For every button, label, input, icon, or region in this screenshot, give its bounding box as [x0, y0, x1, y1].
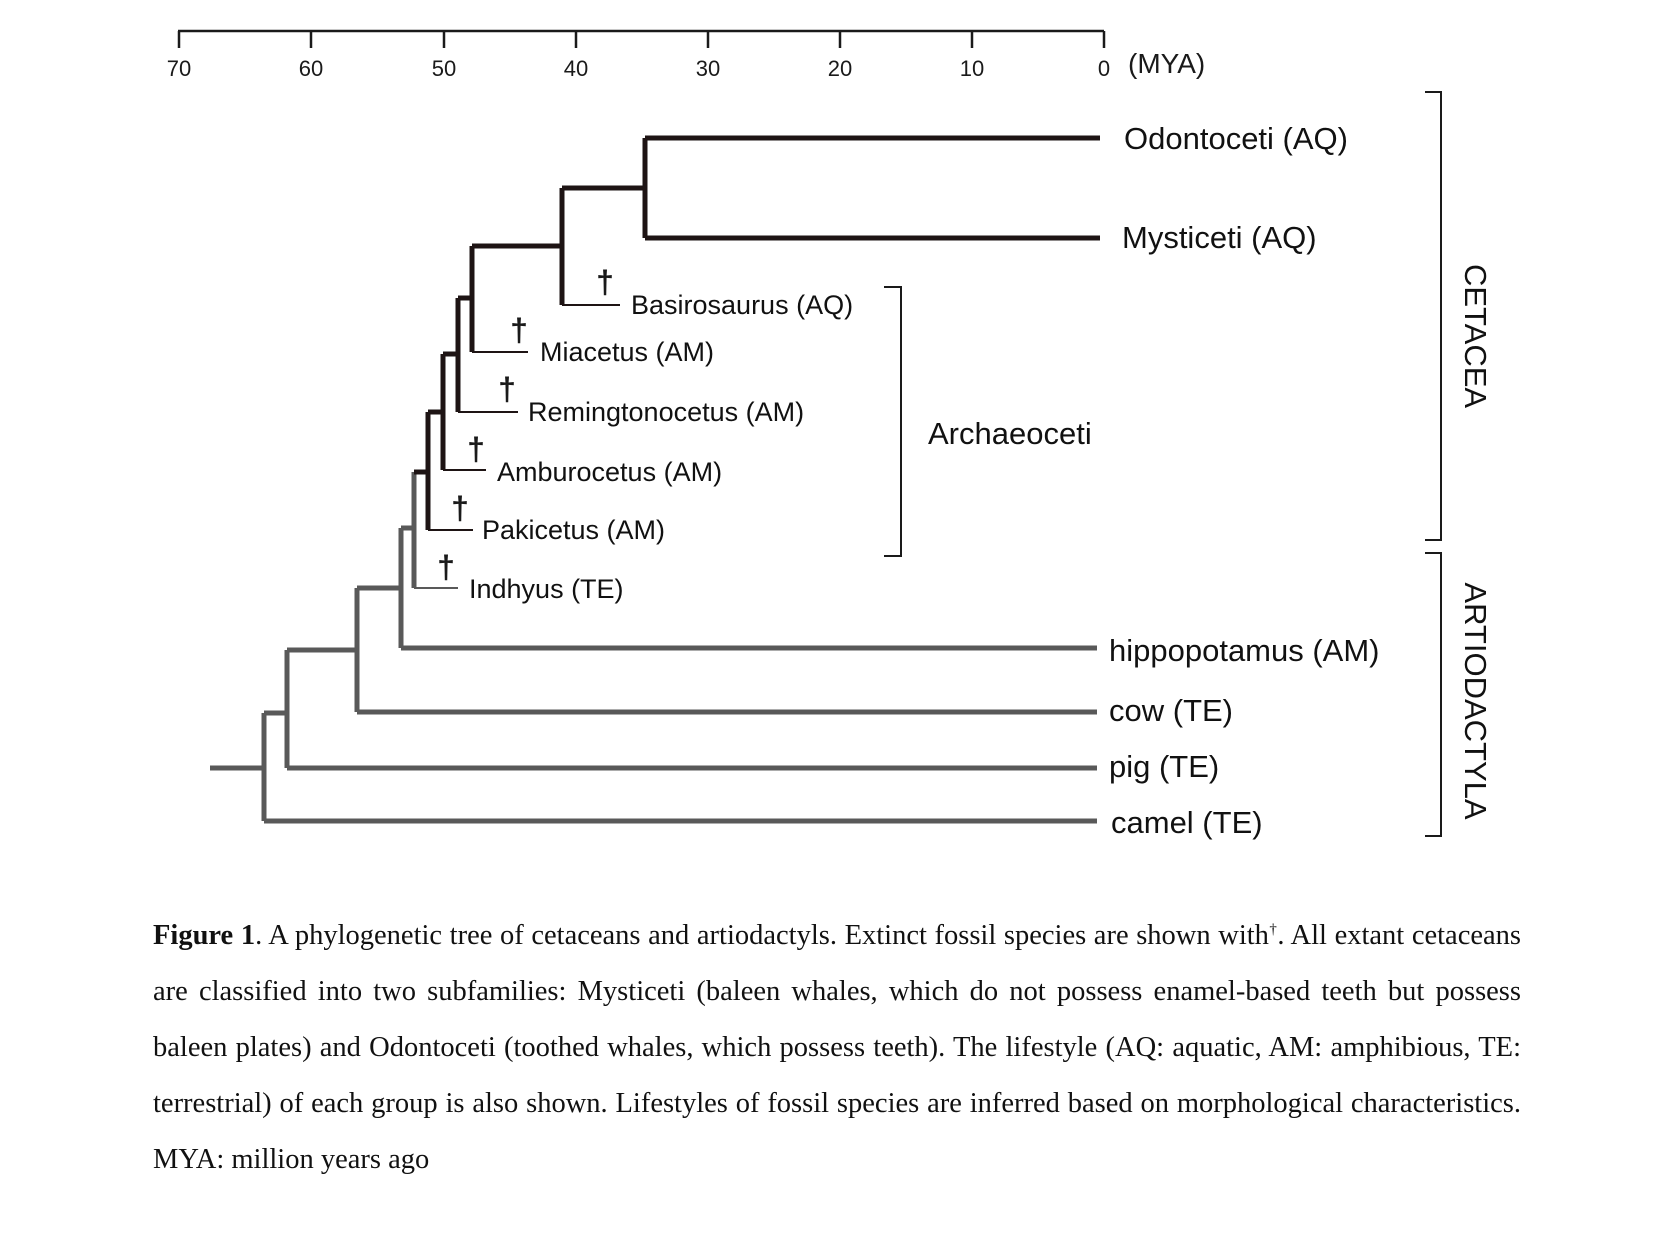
taxon-label-hippopotamus: hippopotamus (AM): [1109, 633, 1380, 668]
artiodactyla-bracket: [1425, 552, 1442, 837]
axis-tick-label: 60: [299, 56, 323, 81]
taxon-label-odontoceti: Odontoceti (AQ): [1124, 121, 1348, 156]
cetacean-branches: [414, 135, 1100, 530]
group-label-artiodactyla: ARTIODACTYLA: [1458, 582, 1493, 819]
axis-unit-label: (MYA): [1128, 48, 1205, 79]
caption-dagger: †: [1268, 921, 1278, 938]
axis-tick-label: 0: [1098, 56, 1110, 81]
phylogenetic-tree-figure: 70 60 50 40 30 20 10 0 (MYA): [167, 29, 1493, 840]
taxon-label-pig: pig (TE): [1109, 749, 1219, 784]
fossil-branches: [428, 304, 620, 531]
group-brackets: [884, 91, 1442, 837]
caption-label: Figure 1: [153, 920, 256, 951]
taxon-label-miacetus: Miacetus (AM): [540, 337, 714, 367]
axis-tick-label: 50: [432, 56, 456, 81]
artiodactyl-branches: [210, 472, 1097, 824]
archaeoceti-bracket: [884, 286, 902, 557]
taxon-label-camel: camel (TE): [1111, 805, 1263, 840]
taxon-label-cow: cow (TE): [1109, 693, 1233, 728]
axis-tick-label: 30: [696, 56, 720, 81]
time-axis: [177, 29, 1106, 48]
taxon-label-basilosaurus: Basirosaurus (AQ): [631, 290, 853, 320]
axis-tick-label: 70: [167, 56, 191, 81]
group-label-archaeoceti: Archaeoceti: [928, 416, 1092, 451]
caption-text-part2: . All extant cetaceans are classified in…: [153, 920, 1521, 1175]
taxon-label-remingtonocetus: Remingtonocetus (AM): [528, 397, 804, 427]
cetacea-bracket: [1425, 91, 1442, 541]
caption-text-part1: . A phylogenetic tree of cetaceans and a…: [255, 920, 1269, 951]
taxon-label-pakicetus: Pakicetus (AM): [482, 515, 665, 545]
extinct-dagger-icon: †: [510, 312, 528, 348]
axis-tick-label: 20: [828, 56, 852, 81]
extinct-dagger-icon: †: [596, 264, 614, 300]
taxon-label-indhyus: Indhyus (TE): [469, 574, 624, 604]
figure-caption: Figure 1. A phylogenetic tree of cetacea…: [153, 908, 1521, 1188]
extinct-dagger-icon: †: [467, 431, 485, 467]
taxon-label-amburocetus: Amburocetus (AM): [497, 457, 722, 487]
taxon-label-mysticeti: Mysticeti (AQ): [1122, 220, 1317, 255]
extinct-dagger-icon: †: [437, 549, 455, 585]
extinct-dagger-icon: †: [498, 371, 516, 407]
axis-tick-label: 10: [960, 56, 984, 81]
group-label-cetacea: CETACEA: [1458, 264, 1493, 408]
axis-tick-label: 40: [564, 56, 588, 81]
extinct-dagger-icon: †: [451, 490, 469, 526]
